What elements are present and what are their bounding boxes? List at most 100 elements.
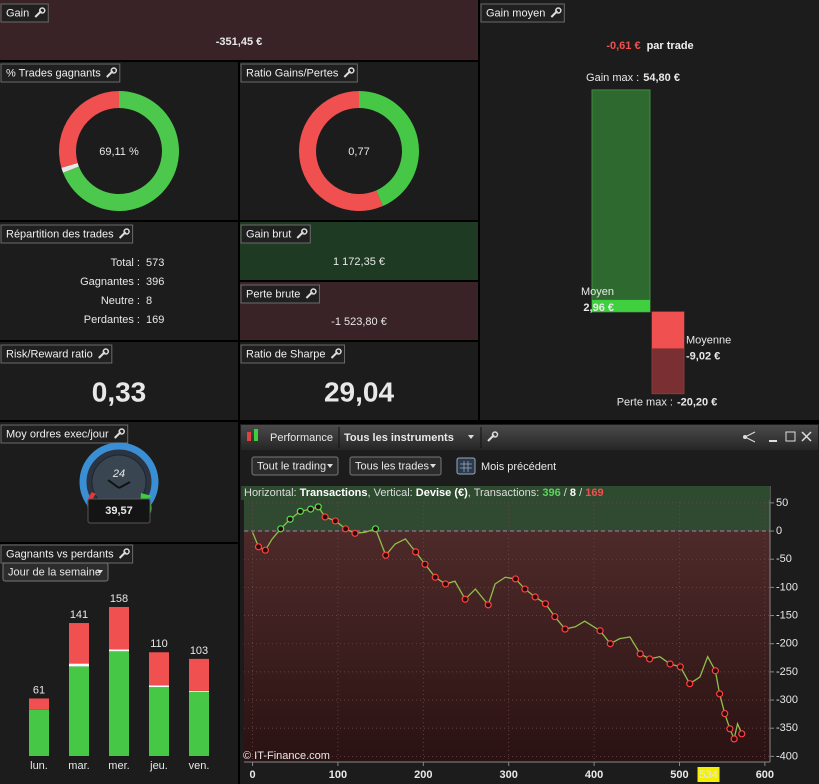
dropdown[interactable] bbox=[251, 456, 339, 476]
title-bar bbox=[241, 425, 818, 450]
gauge-hand bbox=[118, 481, 131, 489]
gauge-value: 39,57 bbox=[105, 505, 133, 517]
gauge-value-box bbox=[87, 498, 151, 524]
y-tick-label: -350 bbox=[776, 722, 798, 734]
x-tick-label: ven. bbox=[189, 760, 210, 772]
trade-marker bbox=[541, 600, 550, 608]
gain-bar bbox=[592, 299, 650, 312]
trade-marker bbox=[646, 655, 654, 663]
gain-value: -351,45 € bbox=[216, 36, 262, 48]
wrench-icon bbox=[39, 7, 46, 14]
trade-marker bbox=[606, 640, 614, 648]
panel-title: Moy ordres exec/jour bbox=[6, 428, 109, 440]
gain-ratio-label: 0,77 bbox=[348, 146, 369, 158]
panel-title: Ratio Gains/Pertes bbox=[246, 67, 339, 79]
y-tick-label: -50 bbox=[776, 553, 792, 565]
bar-total: 158 bbox=[110, 593, 128, 605]
trade-marker bbox=[726, 725, 734, 733]
sharpe-value: 29,04 bbox=[324, 376, 394, 407]
x-tick-label: 100 bbox=[329, 769, 347, 781]
repartition-value: 573 bbox=[146, 257, 164, 269]
panel-header bbox=[0, 63, 121, 83]
dropdown[interactable] bbox=[349, 456, 442, 476]
trade-marker bbox=[342, 525, 350, 533]
x-tick-label: mar. bbox=[68, 760, 89, 772]
info-bar bbox=[241, 486, 770, 500]
y-tick-label: 0 bbox=[776, 525, 782, 537]
trade-marker bbox=[441, 580, 450, 588]
bar-label: Gain max : 54,80 € bbox=[586, 72, 680, 84]
y-tick-label: -100 bbox=[776, 581, 798, 593]
x-tick-label: mer. bbox=[108, 760, 129, 772]
repartition-value: 8 bbox=[146, 295, 152, 307]
tab-performance[interactable]: Performance bbox=[270, 432, 333, 444]
maximize-icon[interactable] bbox=[785, 431, 796, 442]
wrench-icon bbox=[110, 67, 118, 74]
bar-label-value: 2,96 € bbox=[583, 302, 614, 314]
trade-marker bbox=[261, 546, 269, 554]
period-label[interactable]: Mois précédent bbox=[481, 461, 556, 473]
bar-segment bbox=[189, 658, 209, 691]
trade-marker bbox=[351, 529, 359, 537]
wrench-icon bbox=[491, 431, 499, 438]
instruments-selector[interactable]: Tous les instruments bbox=[344, 432, 454, 444]
x-tick-label: jeu. bbox=[149, 760, 168, 772]
gain-moyen-headline: -0,61 € par trade bbox=[606, 40, 693, 52]
info-segment: 8 bbox=[570, 487, 576, 499]
repartition-name: Gagnantes : bbox=[80, 276, 140, 288]
risk-reward-value: 0,33 bbox=[92, 376, 147, 407]
bar-total: 141 bbox=[70, 609, 88, 621]
info-segment: 169 bbox=[585, 487, 603, 499]
panel-title: Gain bbox=[6, 7, 29, 19]
donut-segment bbox=[63, 91, 179, 211]
trade-marker bbox=[511, 575, 520, 583]
panel-title: Gagnants vs perdants bbox=[6, 548, 114, 560]
panel-header bbox=[0, 3, 49, 23]
panel-title: Risk/Reward ratio bbox=[6, 348, 93, 360]
bar-segment bbox=[109, 651, 129, 756]
wrench-icon bbox=[310, 288, 317, 295]
repartition-value: 169 bbox=[146, 314, 164, 326]
repartition-name: Total : bbox=[111, 257, 140, 269]
dropdown-label: Tous les trades bbox=[355, 460, 429, 472]
trade-marker bbox=[636, 650, 644, 658]
win-rate-panel bbox=[0, 62, 238, 220]
repartition-name: Perdantes : bbox=[84, 314, 140, 326]
panel-title: Gain brut bbox=[246, 228, 291, 240]
info-segment: / bbox=[561, 487, 570, 499]
trade-marker bbox=[331, 517, 339, 525]
trade-marker bbox=[730, 735, 738, 743]
donut-segment bbox=[299, 91, 383, 212]
bar-segment bbox=[149, 652, 169, 686]
close-icon[interactable] bbox=[801, 431, 812, 442]
info-segment: 396 bbox=[542, 487, 560, 499]
donut-segment bbox=[359, 91, 419, 207]
bar-segment bbox=[189, 690, 209, 692]
cursor-box bbox=[697, 767, 720, 782]
panel-header bbox=[0, 344, 113, 364]
trade-marker bbox=[431, 573, 439, 581]
gain-brut-value: 1 172,35 € bbox=[333, 256, 385, 268]
bar-segment bbox=[109, 607, 129, 650]
gain-bar bbox=[652, 311, 684, 349]
dropdown-arrow bbox=[327, 464, 333, 468]
trade-marker bbox=[382, 551, 390, 559]
panel-header bbox=[240, 224, 311, 244]
trade-marker bbox=[551, 613, 559, 621]
y-tick-label: -250 bbox=[776, 666, 798, 678]
info-text: Horizontal: Transactions, Vertical: Devi… bbox=[244, 487, 604, 499]
wrench-icon bbox=[555, 7, 562, 14]
trade-marker bbox=[686, 680, 694, 688]
bar-label: Perte max : -20,20 € bbox=[617, 397, 718, 409]
trade-marker bbox=[286, 515, 294, 523]
bar-label-value: -20,20 € bbox=[677, 397, 717, 409]
x-tick-label: 500 bbox=[670, 769, 688, 781]
gauge-hand bbox=[107, 479, 120, 489]
copyright: © IT-Finance.com bbox=[243, 750, 330, 762]
bar-total: 103 bbox=[190, 645, 208, 657]
x-tick-label: 600 bbox=[756, 769, 774, 781]
trade-marker bbox=[412, 548, 420, 556]
wrench-icon bbox=[301, 228, 308, 235]
dropdown[interactable] bbox=[2, 562, 109, 582]
